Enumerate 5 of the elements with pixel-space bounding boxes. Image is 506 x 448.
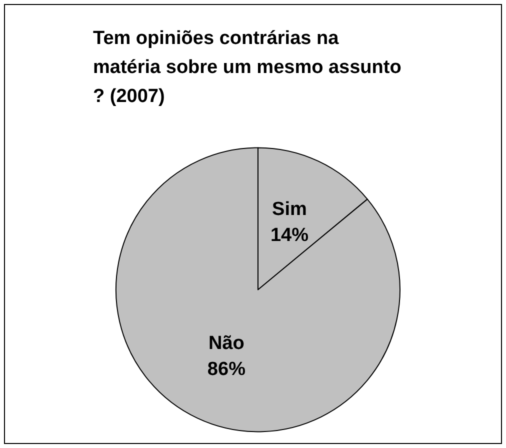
- data-label: 14%: [270, 225, 309, 246]
- slice-label: Não: [208, 333, 244, 354]
- chart-title: Tem opiniões contrárias na matéria sobre um mesmo assunto? (2007): [93, 28, 402, 107]
- slice-label: Sim: [272, 199, 307, 220]
- data-label: 86%: [207, 359, 246, 380]
